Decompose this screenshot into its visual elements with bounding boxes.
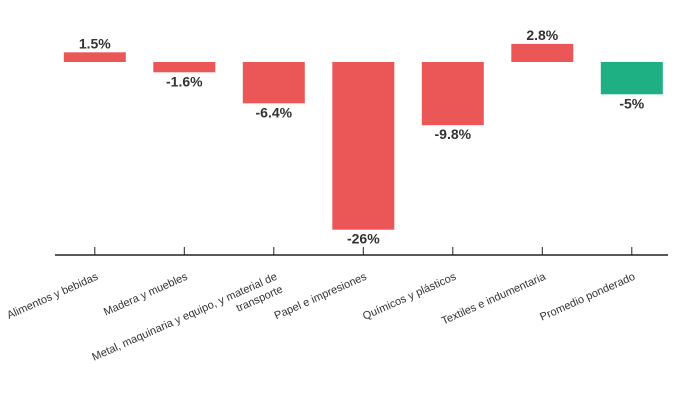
bars-group (63, 43, 663, 230)
x-tick-label-3: Papel e impresiones (273, 271, 369, 323)
bar-4 (421, 62, 484, 126)
x-tick-label-0: Alimentos y bebidas (5, 271, 100, 322)
value-labels-group: 1.5% -1.6% -6.4% -26% -9.8% 2.8% -5% (79, 27, 645, 247)
bar-0 (63, 52, 126, 62)
value-label-0: 1.5% (79, 35, 111, 51)
value-label-3: -26% (347, 231, 380, 247)
x-tick-label-1: Madera y muebles (102, 271, 190, 319)
x-tick-label-2: Metal, maquinaria y equipo, y material d… (90, 271, 284, 377)
x-tick-label-6: Promedio ponderado (538, 271, 637, 324)
value-label-6: -5% (619, 95, 644, 111)
bar-6 (600, 62, 663, 95)
x-axis-tick-labels: Alimentos y bebidas Madera y mueblesMetal… (5, 270, 637, 377)
bar-5 (511, 43, 574, 62)
bar-3 (332, 62, 395, 230)
x-axis-ticks (94, 247, 633, 255)
bar-1 (153, 62, 216, 73)
value-label-2: -6.4% (256, 104, 293, 120)
value-label-1: -1.6% (166, 73, 203, 89)
bar-2 (242, 62, 305, 104)
value-label-4: -9.8% (435, 126, 472, 142)
value-label-5: 2.8% (526, 27, 558, 43)
